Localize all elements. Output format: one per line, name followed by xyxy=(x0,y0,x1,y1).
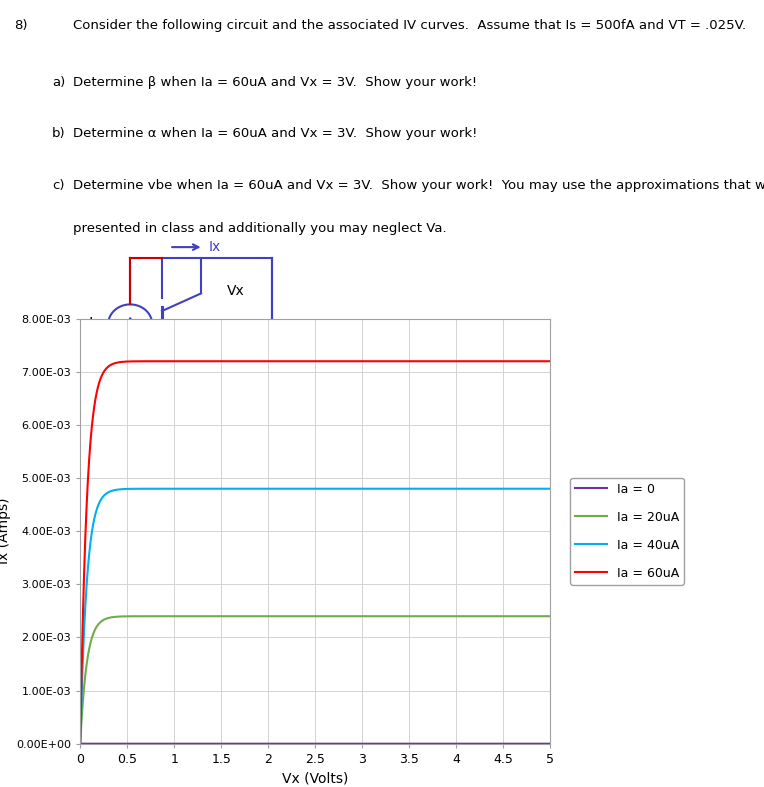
Ia = 20uA xyxy=(520,611,529,621)
Ia = 40uA xyxy=(76,739,85,748)
Ia = 40uA xyxy=(306,484,315,493)
Ia = 20uA xyxy=(95,618,104,627)
Text: b): b) xyxy=(52,127,66,141)
Text: presented in class and additionally you may neglect Va.: presented in class and additionally you … xyxy=(73,222,446,235)
Ia = 40uA xyxy=(95,497,104,507)
Ia = 0 xyxy=(78,739,87,748)
Ia = 0 xyxy=(95,739,104,748)
Text: −: − xyxy=(266,342,278,356)
Ia = 20uA xyxy=(104,613,113,623)
Ia = 20uA xyxy=(306,611,315,621)
Ia = 60uA xyxy=(545,357,555,366)
Ia = 60uA xyxy=(520,357,529,366)
Ia = 20uA xyxy=(322,611,331,621)
Ia = 60uA xyxy=(322,357,331,366)
Ia = 60uA xyxy=(306,357,315,366)
Text: a): a) xyxy=(52,76,65,89)
Ia = 40uA xyxy=(322,484,331,493)
Y-axis label: Ix (Amps): Ix (Amps) xyxy=(0,498,11,564)
Ia = 20uA xyxy=(545,611,555,621)
Ia = 40uA xyxy=(545,484,555,493)
Text: Determine ᴠbe when Ia = 60uA and Vx = 3V.  Show your work!  You may use the appr: Determine ᴠbe when Ia = 60uA and Vx = 3V… xyxy=(73,179,764,193)
Ia = 0 xyxy=(168,739,177,748)
Ia = 0 xyxy=(76,739,85,748)
Ia = 40uA xyxy=(78,669,87,678)
Ia = 0 xyxy=(306,739,315,748)
Text: Determine β when Ia = 60uA and Vx = 3V.  Show your work!: Determine β when Ia = 60uA and Vx = 3V. … xyxy=(73,76,477,89)
Text: Determine α when Ia = 60uA and Vx = 3V.  Show your work!: Determine α when Ia = 60uA and Vx = 3V. … xyxy=(73,127,477,141)
Text: +: + xyxy=(267,327,277,339)
Ia = 60uA xyxy=(95,376,104,386)
Legend: Ia = 0, Ia = 20uA, Ia = 40uA, Ia = 60uA: Ia = 0, Ia = 20uA, Ia = 40uA, Ia = 60uA xyxy=(571,478,684,585)
Ia = 20uA xyxy=(76,739,85,748)
Ia = 20uA xyxy=(168,611,177,621)
Ia = 60uA xyxy=(76,739,85,748)
Ia = 40uA xyxy=(168,484,177,493)
Text: c): c) xyxy=(52,179,64,193)
Text: Ix: Ix xyxy=(209,240,221,254)
Ia = 60uA xyxy=(104,362,113,371)
X-axis label: Vx (Volts): Vx (Volts) xyxy=(282,771,348,785)
Text: Vx: Vx xyxy=(226,284,244,298)
Ia = 0 xyxy=(545,739,555,748)
Line: Ia = 60uA: Ia = 60uA xyxy=(80,361,550,744)
Ia = 0 xyxy=(104,739,113,748)
Ia = 60uA xyxy=(78,634,87,643)
Text: Consider the following circuit and the associated IV curves.  Assume that Is = 5: Consider the following circuit and the a… xyxy=(73,19,746,32)
Text: 8): 8) xyxy=(14,19,28,32)
Ia = 60uA xyxy=(168,357,177,366)
Ia = 20uA xyxy=(78,704,87,713)
Ia = 40uA xyxy=(520,484,529,493)
Line: Ia = 40uA: Ia = 40uA xyxy=(80,489,550,744)
Line: Ia = 20uA: Ia = 20uA xyxy=(80,616,550,744)
Text: Ia: Ia xyxy=(89,316,102,332)
Ia = 0 xyxy=(520,739,529,748)
Ia = 40uA xyxy=(104,488,113,497)
